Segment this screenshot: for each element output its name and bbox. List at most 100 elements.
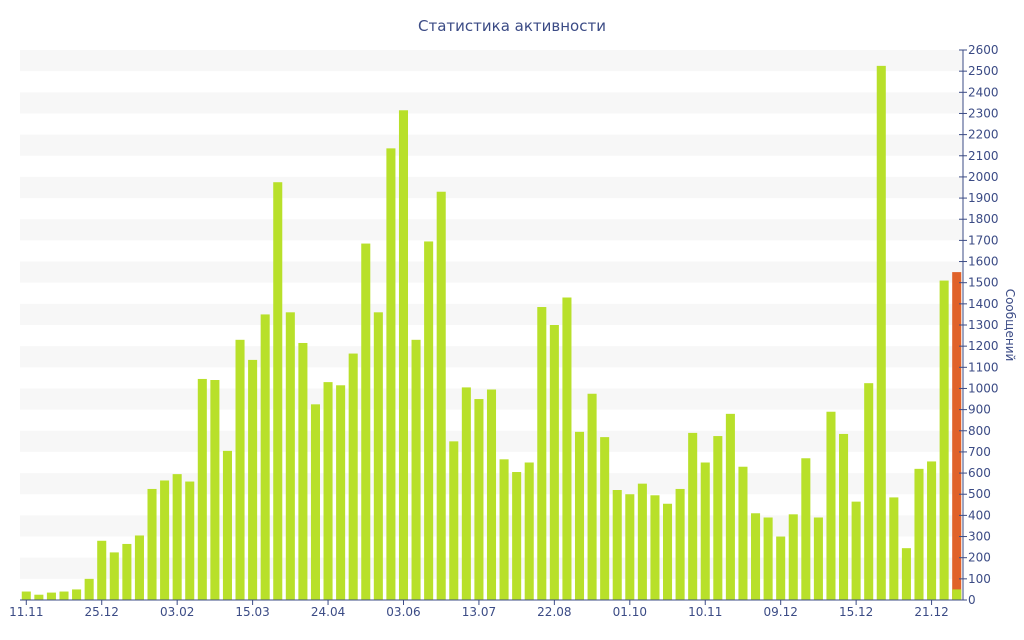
bar xyxy=(788,514,798,600)
x-tick-label: 03.02 xyxy=(160,605,194,619)
bar xyxy=(449,441,459,600)
y-tick-label: 2400 xyxy=(968,85,999,99)
y-tick-label: 1800 xyxy=(968,212,999,226)
y-axis-label: Сообщений xyxy=(1003,289,1017,362)
bar xyxy=(310,404,320,600)
x-tick-label: 10.11 xyxy=(688,605,722,619)
bar xyxy=(84,578,94,600)
y-tick-label: 700 xyxy=(968,445,991,459)
bar xyxy=(59,591,69,600)
bar xyxy=(109,552,119,600)
bar xyxy=(461,387,471,600)
y-tick-label: 900 xyxy=(968,403,991,417)
bars xyxy=(21,65,962,601)
bar xyxy=(801,458,811,600)
bar xyxy=(474,399,484,600)
bar xyxy=(373,312,383,600)
bar xyxy=(927,461,937,600)
bar xyxy=(524,462,534,600)
grid-band xyxy=(20,134,963,156)
bar xyxy=(776,536,786,600)
bar xyxy=(826,411,836,600)
x-tick-label: 03.06 xyxy=(386,605,420,619)
x-tick-label: 21.12 xyxy=(914,605,948,619)
bar xyxy=(876,65,886,601)
bar-current xyxy=(952,272,962,600)
grid-band xyxy=(20,346,963,368)
y-tick-label: 1900 xyxy=(968,191,999,205)
bar xyxy=(763,517,773,600)
x-tick-label: 13.07 xyxy=(462,605,496,619)
bar xyxy=(285,312,295,600)
bar xyxy=(361,243,371,601)
bar xyxy=(650,495,660,600)
y-tick-label: 1600 xyxy=(968,255,999,269)
bar xyxy=(537,307,547,600)
y-tick-label: 1100 xyxy=(968,360,999,374)
y-axis: 0 100 200 300 400 500 600 700 800 900 1000 1100 1200… xyxy=(959,43,999,607)
bar xyxy=(197,378,207,600)
y-tick-label: 2600 xyxy=(968,43,999,57)
y-tick-label: 300 xyxy=(968,530,991,544)
bar xyxy=(663,503,673,600)
bar xyxy=(700,462,710,600)
bar xyxy=(97,540,107,600)
bar xyxy=(172,474,182,600)
bar xyxy=(625,494,635,600)
bar xyxy=(424,241,434,600)
grid-band xyxy=(20,176,963,199)
bar xyxy=(851,501,861,600)
bar xyxy=(725,413,735,600)
y-tick-label: 2300 xyxy=(968,106,999,120)
bar xyxy=(411,339,421,600)
bar xyxy=(562,297,572,600)
bar xyxy=(210,380,220,600)
bar xyxy=(235,339,245,600)
bar xyxy=(612,490,622,600)
y-tick-label: 1000 xyxy=(968,381,999,395)
bar xyxy=(914,468,924,600)
y-tick-label: 200 xyxy=(968,551,991,565)
x-tick-label: 15.12 xyxy=(839,605,873,619)
x-tick-label: 24.04 xyxy=(311,605,345,619)
y-tick-label: 1500 xyxy=(968,276,999,290)
x-tick-label: 09.12 xyxy=(764,605,798,619)
bar xyxy=(34,594,44,600)
x-axis: 11.11 25.12 03.02 15.03 24.04 03.06 13.07 22.08… xyxy=(9,599,963,619)
x-tick-label: 25.12 xyxy=(85,605,119,619)
bar xyxy=(512,472,522,600)
bar xyxy=(600,437,610,600)
y-tick-label: 0 xyxy=(968,593,976,607)
y-tick-label: 1300 xyxy=(968,318,999,332)
y-tick-label: 800 xyxy=(968,424,991,438)
bar xyxy=(738,466,748,600)
bar xyxy=(889,497,899,600)
bar xyxy=(675,488,685,600)
x-tick-label: 11.11 xyxy=(9,605,43,619)
bar xyxy=(398,110,409,601)
grid-band xyxy=(20,261,963,283)
grid-band xyxy=(20,219,963,241)
bar xyxy=(751,513,761,600)
bar xyxy=(134,535,144,600)
bar xyxy=(864,383,874,600)
bar xyxy=(122,543,132,600)
bar xyxy=(486,389,497,600)
bar xyxy=(587,393,597,600)
bar xyxy=(713,436,723,600)
bar xyxy=(939,280,949,600)
bar xyxy=(147,488,157,600)
grid-band xyxy=(20,50,963,72)
bar xyxy=(185,481,195,600)
bar xyxy=(46,592,56,600)
x-tick-label: 22.08 xyxy=(537,605,571,619)
y-tick-label: 600 xyxy=(968,466,991,480)
bar xyxy=(574,431,585,600)
y-tick-label: 500 xyxy=(968,487,991,501)
y-tick-label: 2100 xyxy=(968,149,999,163)
bar xyxy=(436,191,446,600)
bar xyxy=(499,459,509,600)
y-tick-label: 1400 xyxy=(968,297,999,311)
bar xyxy=(336,385,346,600)
